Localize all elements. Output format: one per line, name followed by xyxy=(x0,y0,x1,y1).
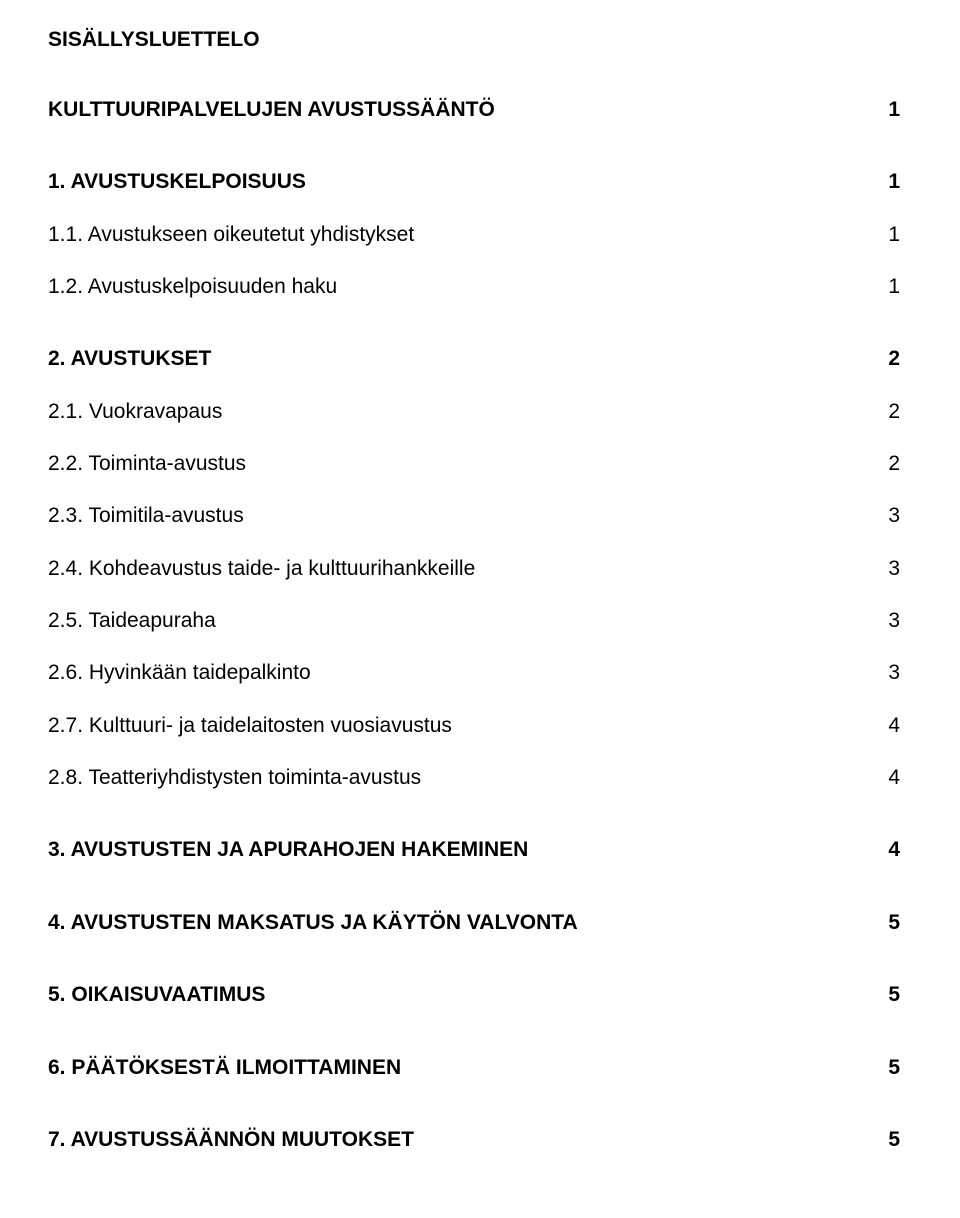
toc-entry-text: 2.5. Taideapuraha xyxy=(48,607,886,635)
toc-entry-text: 2.6. Hyvinkään taidepalkinto xyxy=(48,659,886,687)
toc-row: 4. AVUSTUSTEN MAKSATUS JA KÄYTÖN VALVONT… xyxy=(48,909,900,937)
toc-entry-text: 7. AVUSTUSSÄÄNNÖN MUUTOKSET xyxy=(48,1126,886,1154)
toc-row: 6. PÄÄTÖKSESTÄ ILMOITTAMINEN5 xyxy=(48,1054,900,1082)
toc-row: 2.3. Toimitila-avustus3 xyxy=(48,502,900,530)
toc-row: 1.2. Avustuskelpoisuuden haku1 xyxy=(48,273,900,301)
toc-entry-text: 2.3. Toimitila-avustus xyxy=(48,502,886,530)
table-of-contents: KULTTUURIPALVELUJEN AVUSTUSSÄÄNTÖ11. AVU… xyxy=(48,96,900,1154)
toc-entry-page: 2 xyxy=(886,345,900,373)
toc-row: 2.4. Kohdeavustus taide- ja kulttuurihan… xyxy=(48,555,900,583)
toc-row: 2.7. Kulttuuri- ja taidelaitosten vuosia… xyxy=(48,712,900,740)
toc-row: 1.1. Avustukseen oikeutetut yhdistykset1 xyxy=(48,221,900,249)
toc-entry-page: 1 xyxy=(886,96,900,124)
toc-entry-page: 4 xyxy=(886,764,900,792)
toc-entry-page: 3 xyxy=(886,502,900,530)
page-title: SISÄLLYSLUETTELO xyxy=(48,28,900,52)
toc-row: KULTTUURIPALVELUJEN AVUSTUSSÄÄNTÖ1 xyxy=(48,96,900,124)
toc-row: 2.1. Vuokravapaus2 xyxy=(48,398,900,426)
toc-entry-text: 2. AVUSTUKSET xyxy=(48,345,886,373)
toc-entry-page: 3 xyxy=(886,607,900,635)
toc-row: 2.2. Toiminta-avustus2 xyxy=(48,450,900,478)
toc-entry-text: 1.1. Avustukseen oikeutetut yhdistykset xyxy=(48,221,886,249)
toc-row: 3. AVUSTUSTEN JA APURAHOJEN HAKEMINEN4 xyxy=(48,836,900,864)
toc-entry-page: 5 xyxy=(886,1126,900,1154)
toc-entry-text: 3. AVUSTUSTEN JA APURAHOJEN HAKEMINEN xyxy=(48,836,886,864)
toc-entry-text: 4. AVUSTUSTEN MAKSATUS JA KÄYTÖN VALVONT… xyxy=(48,909,886,937)
toc-row: 2.8. Teatteriyhdistysten toiminta-avustu… xyxy=(48,764,900,792)
toc-entry-page: 1 xyxy=(886,221,900,249)
toc-entry-text: 6. PÄÄTÖKSESTÄ ILMOITTAMINEN xyxy=(48,1054,886,1082)
toc-entry-page: 1 xyxy=(886,273,900,301)
toc-entry-text: 1. AVUSTUSKELPOISUUS xyxy=(48,168,886,196)
toc-entry-page: 3 xyxy=(886,659,900,687)
toc-row: 7. AVUSTUSSÄÄNNÖN MUUTOKSET5 xyxy=(48,1126,900,1154)
toc-entry-text: 2.2. Toiminta-avustus xyxy=(48,450,886,478)
toc-row: 2.6. Hyvinkään taidepalkinto3 xyxy=(48,659,900,687)
toc-entry-page: 2 xyxy=(886,450,900,478)
toc-entry-text: 2.7. Kulttuuri- ja taidelaitosten vuosia… xyxy=(48,712,886,740)
toc-entry-text: 2.8. Teatteriyhdistysten toiminta-avustu… xyxy=(48,764,886,792)
toc-row: 2.5. Taideapuraha3 xyxy=(48,607,900,635)
document-page: SISÄLLYSLUETTELO KULTTUURIPALVELUJEN AVU… xyxy=(0,0,960,1218)
toc-entry-text: 1.2. Avustuskelpoisuuden haku xyxy=(48,273,886,301)
toc-entry-page: 4 xyxy=(886,836,900,864)
toc-row: 5. OIKAISUVAATIMUS5 xyxy=(48,981,900,1009)
toc-entry-page: 5 xyxy=(886,909,900,937)
toc-entry-page: 3 xyxy=(886,555,900,583)
toc-entry-text: KULTTUURIPALVELUJEN AVUSTUSSÄÄNTÖ xyxy=(48,96,886,124)
toc-entry-text: 2.1. Vuokravapaus xyxy=(48,398,886,426)
toc-entry-page: 4 xyxy=(886,712,900,740)
toc-entry-text: 2.4. Kohdeavustus taide- ja kulttuurihan… xyxy=(48,555,886,583)
toc-entry-page: 5 xyxy=(886,981,900,1009)
toc-row: 1. AVUSTUSKELPOISUUS1 xyxy=(48,168,900,196)
toc-entry-page: 5 xyxy=(886,1054,900,1082)
toc-entry-text: 5. OIKAISUVAATIMUS xyxy=(48,981,886,1009)
toc-row: 2. AVUSTUKSET2 xyxy=(48,345,900,373)
toc-entry-page: 1 xyxy=(886,168,900,196)
toc-entry-page: 2 xyxy=(886,398,900,426)
